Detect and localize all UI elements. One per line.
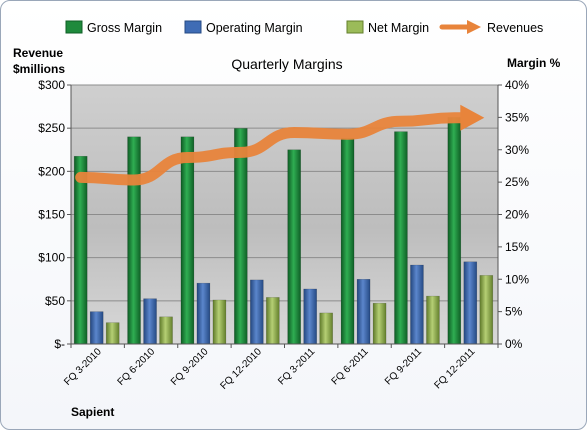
left-tick-label: $300: [38, 78, 65, 92]
bar-net-margin: [319, 312, 333, 345]
bar-operating-margin: [143, 298, 157, 345]
bar-operating-margin: [303, 288, 317, 345]
legend-label-net-margin: Net Margin: [368, 21, 429, 35]
category-label: FQ 9-2010: [169, 346, 211, 388]
bar-gross-margin: [340, 137, 355, 345]
right-tick-label: 15%: [505, 240, 529, 254]
bar-gross-margin: [180, 136, 195, 345]
left-tick-label: $250: [38, 121, 65, 135]
right-tick-label: 5%: [505, 305, 523, 319]
legend-swatch-gross-margin: [65, 20, 83, 34]
bar-net-margin: [212, 299, 227, 345]
right-tick-label: 25%: [505, 175, 529, 189]
bar-gross-margin: [447, 117, 462, 345]
left-tick-label: $200: [38, 164, 65, 178]
right-tick-label: 35%: [505, 110, 529, 124]
legend-arrow-revenues: [439, 20, 481, 34]
legend-swatch-net-margin: [346, 20, 364, 34]
category-label: FQ 3-2010: [62, 346, 104, 388]
right-tick-label: 10%: [505, 272, 529, 286]
left-tick-label: $50: [45, 294, 65, 308]
bar-net-margin: [426, 295, 440, 345]
bar-gross-margin: [394, 131, 408, 345]
left-axis-title-line1: Revenue: [13, 46, 63, 60]
left-tick-label: $150: [38, 208, 65, 222]
revenue-line: [75, 112, 468, 186]
category-label: FQ 9-2011: [383, 346, 424, 387]
left-tick-label: $100: [38, 251, 65, 265]
bar-operating-margin: [356, 279, 371, 345]
bar-gross-margin: [234, 128, 248, 345]
bar-operating-margin: [196, 282, 211, 345]
bar-net-margin: [479, 275, 494, 345]
right-tick-label: 30%: [505, 143, 529, 157]
bar-net-margin: [266, 297, 280, 345]
category-label: FQ 12-2010: [218, 346, 264, 392]
left-axis-title-line2: $millions: [13, 62, 65, 76]
right-tick-label: 20%: [505, 208, 529, 222]
bar-net-margin: [372, 302, 387, 345]
legend-label-revenues: Revenues: [487, 21, 543, 35]
category-label: FQ 6-2011: [330, 346, 371, 387]
left-tick-label: $-: [54, 337, 65, 351]
category-label: FQ 12-2011: [432, 346, 477, 391]
category-label: FQ 6-2010: [116, 346, 158, 388]
bar-operating-margin: [89, 311, 104, 345]
bar-gross-margin: [127, 136, 141, 345]
revenue-arrowhead: [460, 104, 485, 131]
bar-operating-margin: [410, 264, 424, 345]
legend: Gross Margin Operating Margin Net Margin…: [65, 20, 543, 35]
revenue-line-layer: [75, 104, 485, 186]
bar-operating-margin: [250, 279, 264, 345]
right-axis-title: Margin %: [507, 56, 561, 70]
company-label: Sapient: [71, 405, 114, 419]
bar-net-margin: [105, 322, 120, 345]
bar-gross-margin: [73, 155, 88, 345]
bar-gross-margin: [287, 149, 301, 345]
chart-title: Quarterly Margins: [231, 56, 342, 72]
legend-swatch-operating-margin: [184, 20, 202, 34]
bar-net-margin: [159, 316, 173, 345]
axes: [67, 84, 502, 348]
right-tick-label: 40%: [505, 78, 529, 92]
legend-label-operating-margin: Operating Margin: [206, 21, 303, 35]
legend-label-gross-margin: Gross Margin: [87, 21, 162, 35]
category-label: FQ 3-2011: [276, 346, 317, 387]
right-tick-label: 0%: [505, 337, 523, 351]
bar-operating-margin: [463, 261, 478, 345]
